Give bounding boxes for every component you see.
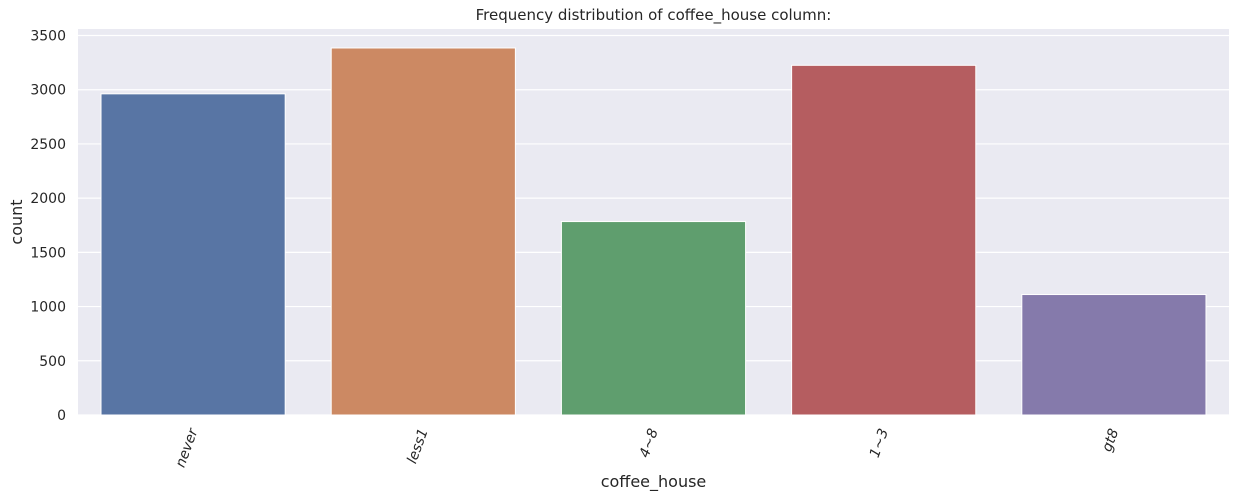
bar-1~3 [791, 64, 977, 416]
x-axis-title: coffee_house [601, 472, 707, 492]
y-tick-label: 2000 [30, 191, 66, 207]
x-tick-label: 4~8 [637, 426, 662, 459]
y-tick-label: 3000 [30, 83, 66, 99]
x-tick-label: gt8 [1099, 426, 1122, 453]
y-tick-label: 3500 [30, 29, 66, 45]
y-tick-label: 1000 [30, 300, 66, 316]
chart-title: Frequency distribution of coffee_house c… [476, 6, 832, 25]
bars [100, 47, 1207, 416]
x-axis-ticks: never less1 4~8 1~3 gt8 [173, 425, 1123, 469]
y-axis-ticks: 0 500 1000 1500 2000 2500 3000 3500 [30, 29, 66, 424]
y-tick-label: 2500 [30, 137, 66, 153]
y-tick-label: 500 [39, 354, 66, 370]
bar-gt8 [1021, 294, 1207, 416]
x-tick-label: 1~3 [867, 427, 892, 460]
x-tick-label: less1 [404, 427, 431, 466]
bar-less1 [330, 47, 516, 416]
y-axis-title: count [7, 199, 26, 244]
x-tick-label: never [173, 425, 202, 469]
bar-never [100, 93, 286, 416]
y-tick-label: 0 [57, 408, 66, 424]
y-tick-label: 1500 [30, 245, 66, 261]
bar-4~8 [560, 221, 747, 416]
